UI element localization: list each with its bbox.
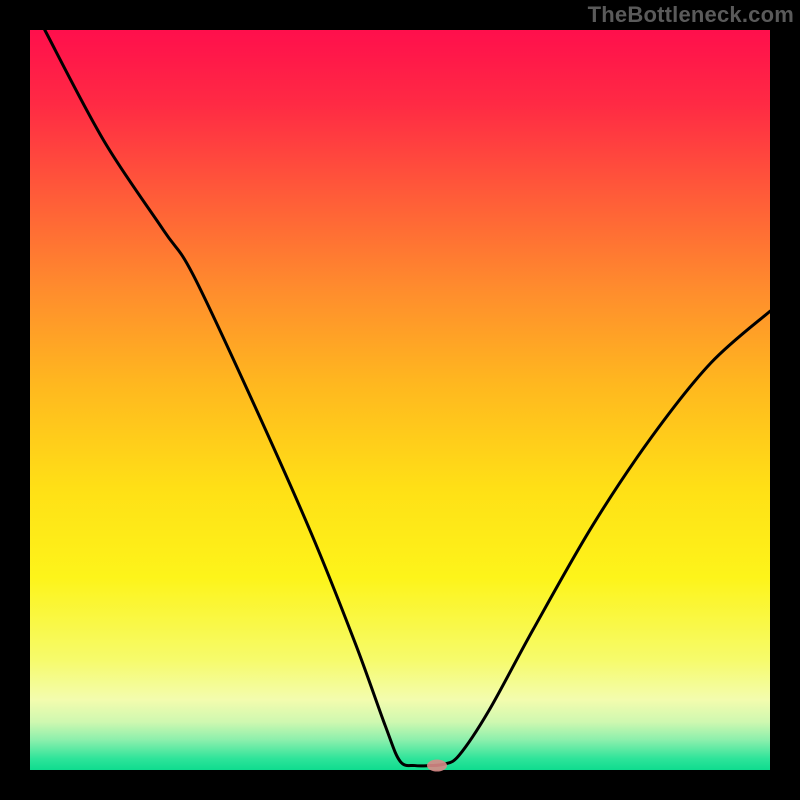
chart-container: TheBottleneck.com [0, 0, 800, 800]
optimal-marker [427, 760, 447, 772]
plot-background [30, 30, 770, 770]
watermark-text: TheBottleneck.com [588, 2, 794, 28]
chart-svg [0, 0, 800, 800]
